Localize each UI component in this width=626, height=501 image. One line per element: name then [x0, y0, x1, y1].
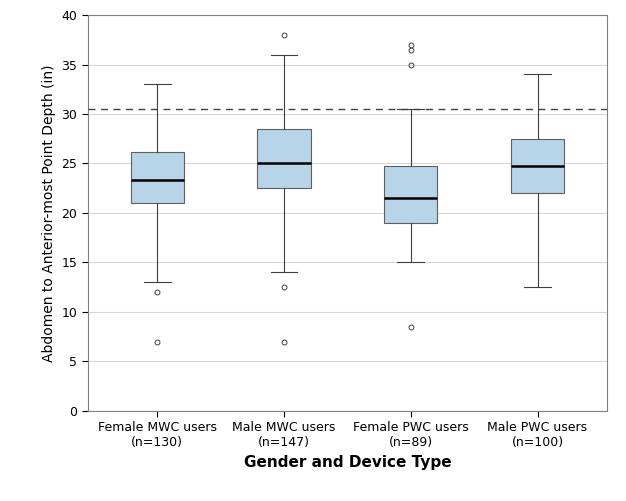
PathPatch shape [384, 166, 438, 223]
Y-axis label: Abdomen to Anterior-most Point Depth (in): Abdomen to Anterior-most Point Depth (in… [42, 64, 56, 362]
PathPatch shape [511, 139, 564, 193]
X-axis label: Gender and Device Type: Gender and Device Type [244, 455, 451, 470]
PathPatch shape [131, 152, 184, 203]
PathPatch shape [257, 129, 310, 188]
